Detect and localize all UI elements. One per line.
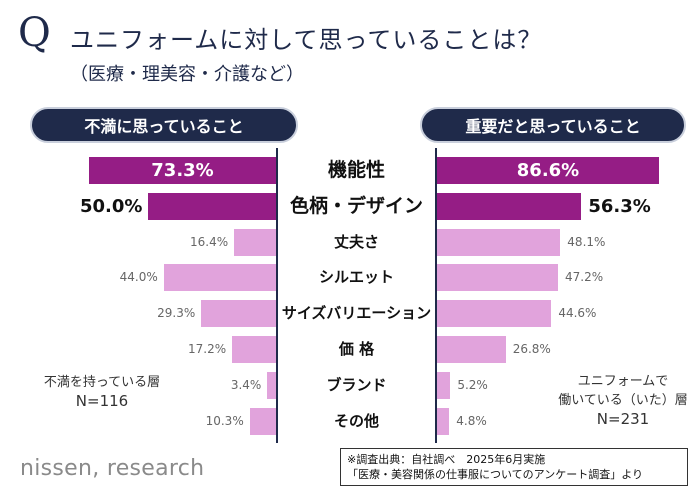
category-label: 丈夫さ (333, 233, 379, 251)
left-axis-line (276, 148, 278, 443)
category-label: 価 格 (338, 340, 375, 358)
left-value-label: 17.2% (187, 342, 227, 356)
left-sample-size: N=116 (75, 392, 129, 410)
left-value-label: 10.3% (205, 414, 244, 428)
right-bar (437, 264, 558, 291)
left-value-label: 3.4% (230, 378, 262, 392)
left-sample-note: 不満を持っている層 N=116 (22, 373, 182, 411)
right-value-label: 4.8% (456, 414, 487, 428)
page-title: ユニフォームに対して思っていることは？ (70, 26, 543, 54)
category-label: その他 (333, 412, 379, 430)
left-value-label: 29.3% (157, 306, 196, 320)
right-sample-size: N=231 (596, 410, 650, 428)
source-line1: ※調査出典：自社調べ 2025年6月実施 (347, 453, 546, 466)
right-bar (437, 157, 659, 184)
left-value-label: 50.0% (79, 196, 143, 217)
right-value-label: 48.1% (567, 235, 606, 249)
right-axis-line (435, 148, 437, 443)
right-value-label: 5.2% (457, 378, 488, 392)
left-panel-label: 不満に思っていること (30, 107, 298, 143)
right-value-label: 56.3% (588, 196, 651, 217)
right-sample-note: ユニフォームで 働いている（いた）層 N=231 (548, 372, 698, 429)
category-label: 機能性 (327, 159, 385, 181)
right-value-label: 26.8% (512, 342, 551, 356)
left-note-line1: 不満を持っている層 (43, 375, 161, 390)
right-bar (437, 300, 552, 327)
source-line2: 「医療・美容関係の仕事服についてのアンケート調査」より (347, 468, 644, 481)
category-label: ブランド (326, 376, 387, 394)
right-bar (437, 408, 450, 435)
question-mark: Q (18, 10, 51, 56)
category-label: 色柄・デザイン (289, 195, 423, 217)
left-bar (232, 336, 276, 363)
source-box: ※調査出典：自社調べ 2025年6月実施 「医療・美容関係の仕事服についてのアン… (340, 448, 688, 486)
left-bar (89, 157, 276, 184)
right-note-line2: 働いている（いた）層 (558, 393, 688, 408)
left-bar (267, 372, 276, 399)
left-bar (234, 229, 276, 256)
right-bar (437, 193, 582, 220)
right-bar (437, 336, 506, 363)
right-note-line1: ユニフォームで (577, 374, 669, 389)
left-bar (249, 408, 276, 435)
left-value-label: 44.0% (119, 270, 158, 284)
left-bar (163, 264, 276, 291)
right-bar (437, 372, 451, 399)
left-value-label: 73.3% (151, 160, 214, 181)
nissen-research-logo: nissen, research (20, 456, 205, 481)
right-bar (437, 229, 561, 256)
left-bar (201, 300, 276, 327)
left-bar (148, 193, 276, 220)
right-value-label: 86.6% (516, 160, 580, 181)
category-label: サイズバリエーション (281, 304, 432, 322)
right-value-label: 44.6% (558, 306, 597, 320)
left-value-label: 16.4% (190, 235, 229, 249)
category-label: シルエット (318, 268, 394, 286)
right-value-label: 47.2% (564, 270, 604, 284)
page-subtitle: （医療・理美容・介護など） (70, 64, 304, 85)
right-panel-label: 重要だと思っていること (420, 107, 686, 143)
